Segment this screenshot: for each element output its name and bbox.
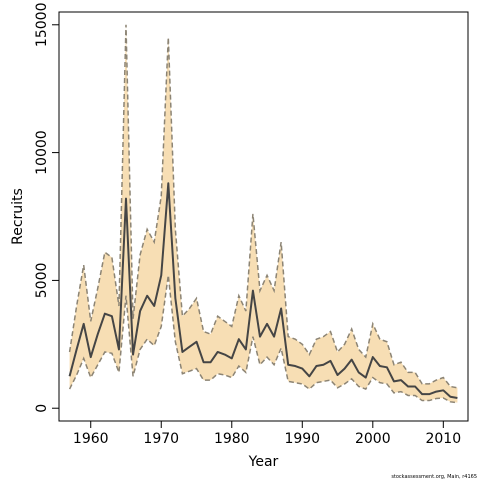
y-tick-label: 15000 <box>34 3 50 48</box>
plot-area <box>68 24 458 404</box>
x-tick-label: 1970 <box>143 431 179 447</box>
x-axis: 1960 1970 1980 1990 2000 2010 <box>73 421 461 447</box>
y-axis: 0 5000 10000 15000 <box>34 3 59 413</box>
y-tick-label: 5000 <box>34 263 50 299</box>
footnote: stockassessment.org, Main, r4165 <box>391 474 477 480</box>
y-tick-label: 10000 <box>34 130 50 175</box>
estimate-line <box>68 182 458 399</box>
y-axis-title: Recruits <box>10 188 26 245</box>
x-tick-label: 2010 <box>425 431 461 447</box>
x-tick-label: 2000 <box>355 431 391 447</box>
x-axis-title: Year <box>248 454 279 470</box>
x-tick-label: 1960 <box>73 431 109 447</box>
x-tick-label: 1990 <box>284 431 320 447</box>
x-tick-label: 1980 <box>214 431 250 447</box>
plot-frame <box>58 11 469 422</box>
y-tick-label: 0 <box>34 404 50 413</box>
confidence-band <box>69 24 458 403</box>
upper-bound-line <box>68 24 458 389</box>
lower-bound-line <box>68 275 458 404</box>
